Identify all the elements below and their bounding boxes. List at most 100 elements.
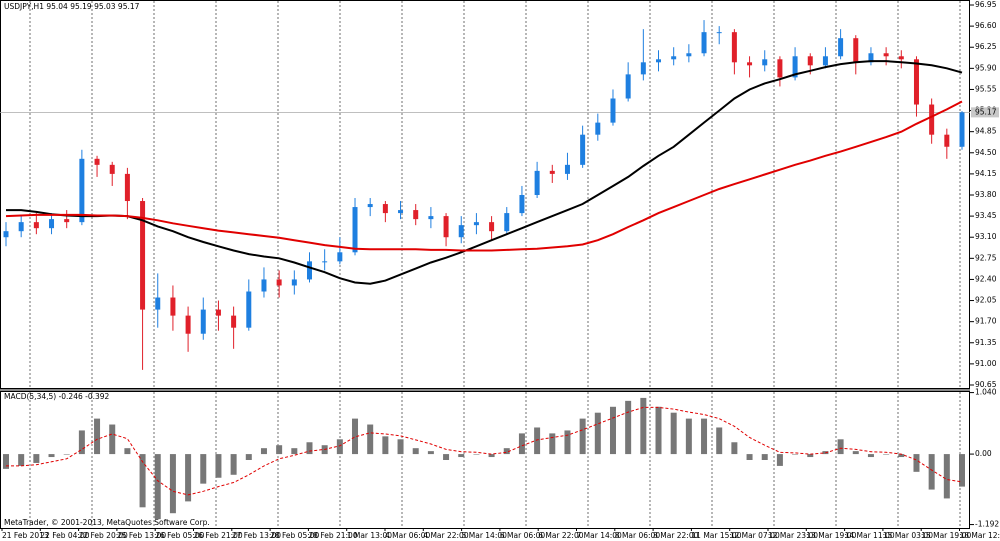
candle-body bbox=[792, 56, 798, 78]
macd-bar bbox=[579, 418, 586, 455]
y-tick-label: 93.45 bbox=[975, 211, 997, 220]
x-tick-label: 27 Feb 13:00 bbox=[232, 531, 281, 540]
macd-bar bbox=[852, 451, 859, 455]
macd-bar bbox=[837, 439, 844, 455]
macd-bar bbox=[807, 454, 814, 458]
macd-bar bbox=[382, 436, 389, 455]
candle-body bbox=[413, 210, 419, 220]
candle-body bbox=[231, 315, 237, 328]
candle-body bbox=[155, 297, 161, 310]
macd-bar bbox=[443, 454, 450, 460]
candle-body bbox=[731, 32, 737, 63]
x-tick-label: 14 Mar 11:00 bbox=[845, 531, 895, 540]
candle-body bbox=[656, 59, 662, 63]
candle-body bbox=[261, 279, 267, 292]
candle-body bbox=[868, 53, 874, 63]
macd-bar bbox=[185, 454, 192, 502]
macd-bar bbox=[412, 448, 419, 455]
candle-body bbox=[428, 216, 434, 220]
macd-bar bbox=[3, 454, 9, 469]
y-tick-label: 96.60 bbox=[975, 21, 997, 30]
price-title: USDJPY,H1 95.04 95.19 95.03 95.17 bbox=[4, 2, 140, 11]
y-tick-label: 91.00 bbox=[975, 359, 997, 368]
y-tick-label: 94.85 bbox=[975, 127, 997, 136]
x-tick-label: 28 Feb 21:00 bbox=[308, 531, 357, 540]
macd-bar bbox=[458, 454, 465, 458]
candle-body bbox=[140, 201, 146, 310]
x-tick-label: 11 Mar 15:00 bbox=[691, 531, 741, 540]
candle-body bbox=[959, 112, 965, 147]
y-tick-label: 1.040 bbox=[975, 388, 997, 397]
candle-body bbox=[716, 32, 722, 34]
x-tick-label: 7 Mar 14:00 bbox=[577, 531, 623, 540]
macd-bar bbox=[518, 433, 525, 455]
x-tick-label: 15 Mar 03:00 bbox=[883, 531, 933, 540]
candle-body bbox=[246, 291, 252, 328]
candle-body bbox=[306, 261, 312, 280]
macd-bar bbox=[124, 448, 131, 455]
x-tick-label: 28 Feb 05:00 bbox=[270, 531, 319, 540]
candle-body bbox=[337, 252, 343, 262]
macd-bar bbox=[594, 412, 601, 455]
candle-body bbox=[458, 225, 464, 238]
macd-bar bbox=[291, 448, 298, 455]
candle-body bbox=[747, 62, 753, 66]
x-tick-label: 18 Mar 12:00 bbox=[960, 531, 1000, 540]
y-tick-label: 0.00 bbox=[975, 449, 992, 458]
candle-body bbox=[276, 279, 282, 286]
macd-bar bbox=[928, 454, 935, 490]
candle-body bbox=[640, 62, 646, 75]
macd-bar bbox=[109, 424, 116, 455]
macd-bar bbox=[230, 454, 237, 475]
macd-bar bbox=[761, 454, 768, 460]
macd-bar bbox=[670, 412, 677, 455]
candle-body bbox=[807, 56, 813, 66]
macd-bar bbox=[503, 448, 510, 455]
moving-average bbox=[6, 60, 963, 285]
y-tick-label: 92.05 bbox=[975, 296, 997, 305]
y-tick-label: 96.95 bbox=[975, 0, 997, 9]
x-tick-label: 1 Mar 13:00 bbox=[347, 531, 393, 540]
candle-body bbox=[109, 164, 115, 174]
candle-body bbox=[489, 222, 495, 232]
macd-bar bbox=[154, 454, 161, 520]
x-tick-label: 12 Mar 23:00 bbox=[768, 531, 818, 540]
macd-bar bbox=[367, 424, 374, 455]
macd-bar bbox=[139, 454, 146, 508]
candle-body bbox=[686, 53, 692, 57]
candle-body bbox=[519, 195, 525, 214]
macd-bar bbox=[63, 454, 70, 455]
macd-bar bbox=[352, 418, 359, 455]
y-tick-label: 94.15 bbox=[975, 169, 997, 178]
y-tick-label: 94.50 bbox=[975, 148, 997, 157]
macd-pane-frame bbox=[0, 391, 970, 529]
candle-body bbox=[398, 210, 404, 214]
candle-body bbox=[610, 98, 616, 123]
price-pane-frame bbox=[0, 0, 970, 389]
x-tick-label: 8 Mar 06:00 bbox=[615, 531, 661, 540]
candle-body bbox=[898, 56, 904, 60]
y-tick-label: 96.25 bbox=[975, 42, 997, 51]
candle-body bbox=[883, 53, 889, 57]
macd-bar bbox=[609, 406, 616, 455]
candle-body bbox=[913, 59, 919, 105]
y-tick-label: 91.70 bbox=[975, 317, 997, 326]
macd-bar bbox=[488, 454, 495, 458]
macd-bar bbox=[18, 454, 25, 466]
x-tick-label: 21 Feb 2013 bbox=[2, 531, 49, 540]
candle-body bbox=[367, 204, 373, 208]
candle-body bbox=[762, 59, 768, 66]
x-tick-label: 6 Mar 22:00 bbox=[538, 531, 584, 540]
candle-body bbox=[18, 222, 24, 232]
candle-body bbox=[777, 59, 783, 78]
macd-bar bbox=[867, 454, 874, 458]
x-tick-label: 4 Mar 06:00 bbox=[385, 531, 431, 540]
candle-body bbox=[64, 219, 70, 223]
macd-bar bbox=[913, 454, 920, 472]
x-tick-label: 25 Feb 13:00 bbox=[117, 531, 166, 540]
candle-body bbox=[443, 216, 449, 238]
macd-bar bbox=[260, 448, 267, 455]
macd-bar bbox=[427, 451, 434, 455]
macd-bar bbox=[731, 442, 738, 455]
